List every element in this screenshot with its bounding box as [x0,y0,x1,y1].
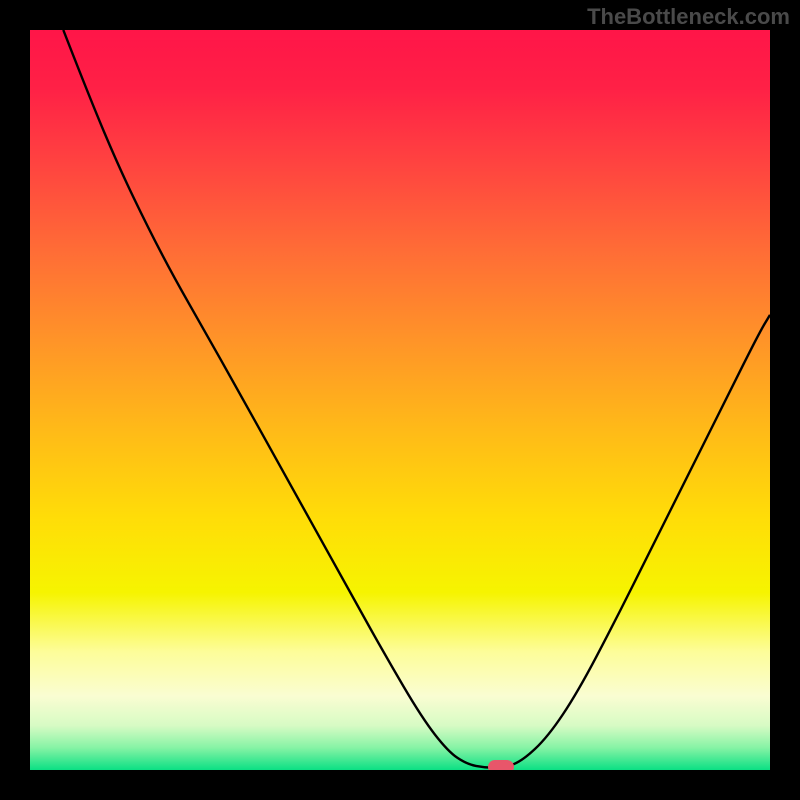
bottleneck-curve [30,30,770,770]
plot-area [30,30,770,770]
chart-container: TheBottleneck.com [0,0,800,800]
optimum-marker [488,760,514,770]
watermark-text: TheBottleneck.com [587,4,790,30]
curve-path [63,30,770,768]
